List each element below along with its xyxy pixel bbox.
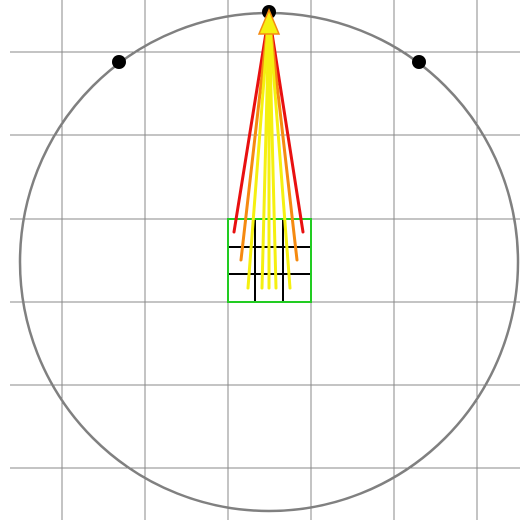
ray-orange [267, 12, 299, 262]
ray-red [232, 12, 271, 234]
ray-red [267, 12, 305, 234]
ray-yellow [246, 12, 271, 290]
rays [232, 12, 305, 290]
dot [112, 55, 126, 69]
ray-yellow [267, 12, 292, 290]
ray-yellow [267, 12, 278, 290]
ray-orange [239, 12, 271, 262]
dot [412, 55, 426, 69]
arrow-head [257, 8, 281, 35]
